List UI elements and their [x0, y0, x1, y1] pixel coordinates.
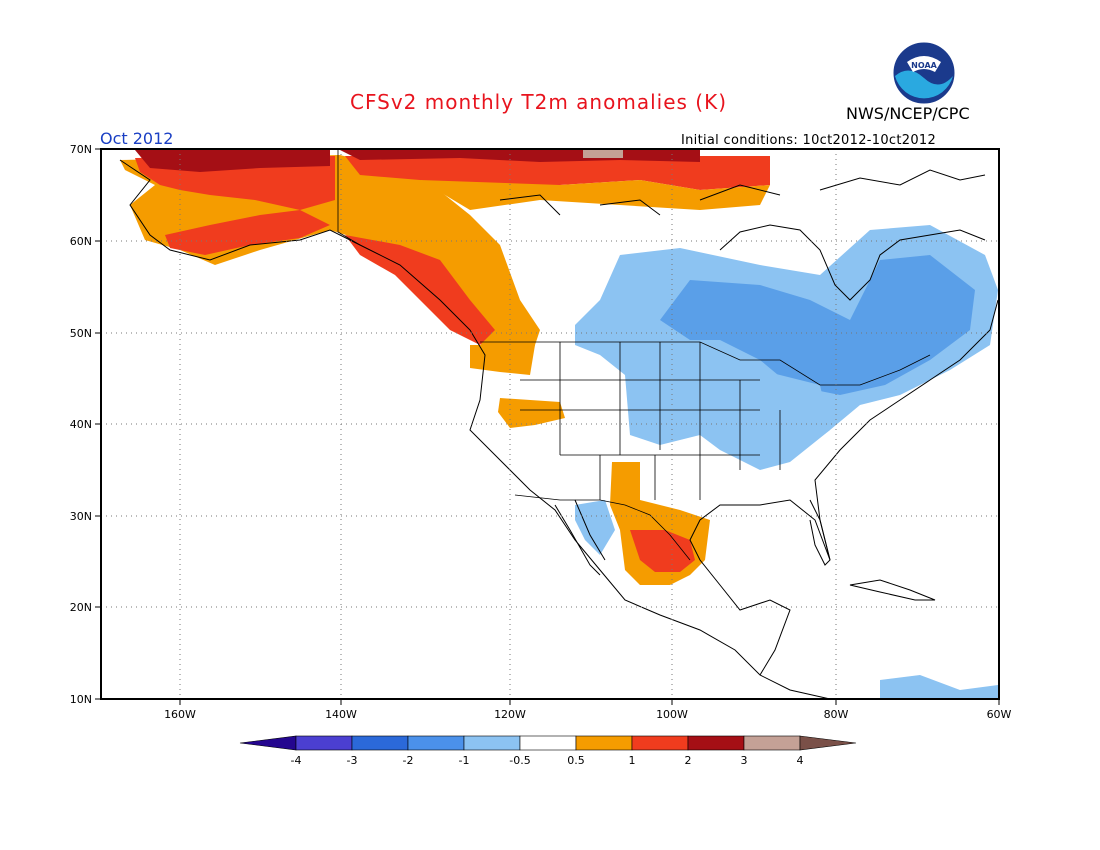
region-alaska-southern — [165, 210, 330, 255]
colorbar-box — [463, 735, 521, 751]
colorbar-box — [575, 735, 633, 751]
organization-label: NWS/NCEP/CPC — [846, 104, 970, 123]
colorbar-box — [687, 735, 745, 751]
alaska-canada-border — [337, 150, 361, 246]
colorbar-label: -4 — [291, 754, 302, 767]
lon-label-100w: 100W — [656, 708, 688, 721]
colorbar-boxes — [239, 735, 857, 751]
region-texas-northeast-mexico — [630, 530, 695, 572]
colorbar-label: -2 — [403, 754, 414, 767]
colorbar-label: 0.5 — [567, 754, 585, 767]
region-ontario-quebec-core — [660, 255, 975, 395]
colorbar-label: 2 — [685, 754, 692, 767]
logo-text: NOAA — [911, 61, 937, 70]
arctic-archipelago-coastline — [499, 169, 986, 216]
colorbar-label: 3 — [741, 754, 748, 767]
region-pacific-northwest — [470, 345, 535, 375]
cuba-coastline — [849, 579, 936, 601]
colorbar-labels: -4 -3 -2 -1 -0.5 0.5 1 2 3 4 — [291, 754, 804, 767]
tick-marks — [95, 148, 1000, 705]
lat-label-70n: 70N — [70, 143, 92, 156]
colorbar-upper-extend — [799, 735, 857, 751]
lat-label-20n: 20N — [70, 601, 92, 614]
lat-label-60n: 60N — [70, 235, 92, 248]
gridlines — [101, 149, 999, 699]
lon-label-80w: 80W — [824, 708, 849, 721]
colorbar-box — [743, 735, 801, 751]
region-bering-arctic-edge — [583, 150, 623, 158]
lon-label-120w: 120W — [494, 708, 526, 721]
noaa-logo: NOAA — [893, 42, 955, 104]
us-state-lines — [520, 342, 781, 500]
lat-label-50n: 50N — [70, 327, 92, 340]
anomaly-field — [120, 150, 998, 699]
lat-label-30n: 30N — [70, 510, 92, 523]
colorbar-label: -1 — [459, 754, 470, 767]
borders — [337, 150, 931, 561]
region-canadian-arctic-warm — [420, 180, 770, 210]
colorbar-lower-extend — [239, 735, 297, 751]
region-great-basin-warm — [498, 398, 565, 428]
colorbar-box — [519, 735, 577, 751]
valid-month-label: Oct 2012 — [100, 129, 174, 148]
north-america-coastline — [119, 159, 999, 699]
colorbar-label: -3 — [347, 754, 358, 767]
us-mexico-border — [514, 494, 691, 561]
lat-label-40n: 40N — [70, 418, 92, 431]
colorbar-label: -0.5 — [509, 754, 530, 767]
colorbar-box — [407, 735, 465, 751]
region-northwest-mexico — [575, 500, 615, 555]
region-caribbean-cool — [880, 675, 998, 699]
colorbar-label: 1 — [629, 754, 636, 767]
lon-label-160w: 160W — [164, 708, 196, 721]
region-upper-midwest-great-lakes — [700, 360, 830, 460]
map-title: CFSv2 monthly T2m anomalies (K) — [350, 90, 727, 114]
colorbar-box — [631, 735, 689, 751]
hudson-bay-coastline — [719, 224, 986, 301]
coastlines — [119, 159, 999, 699]
colorbar: -4 -3 -2 -1 -0.5 0.5 1 2 3 4 — [239, 735, 857, 767]
region-alaska-interior-warm — [120, 155, 540, 365]
us-canada-border — [480, 341, 931, 386]
lon-label-60w: 60W — [987, 708, 1012, 721]
lon-label-140w: 140W — [325, 708, 357, 721]
colorbar-box — [295, 735, 353, 751]
lat-label-10n: 10N — [70, 693, 92, 706]
florida-coastline — [809, 499, 831, 566]
baja-california-coastline — [554, 499, 606, 576]
region-northern-alaska-yukon-coast — [135, 150, 330, 172]
colorbar-label: 4 — [797, 754, 804, 767]
colorbar-box — [351, 735, 409, 751]
initial-conditions-label: Initial conditions: 10ct2012-10ct2012 — [681, 133, 937, 148]
